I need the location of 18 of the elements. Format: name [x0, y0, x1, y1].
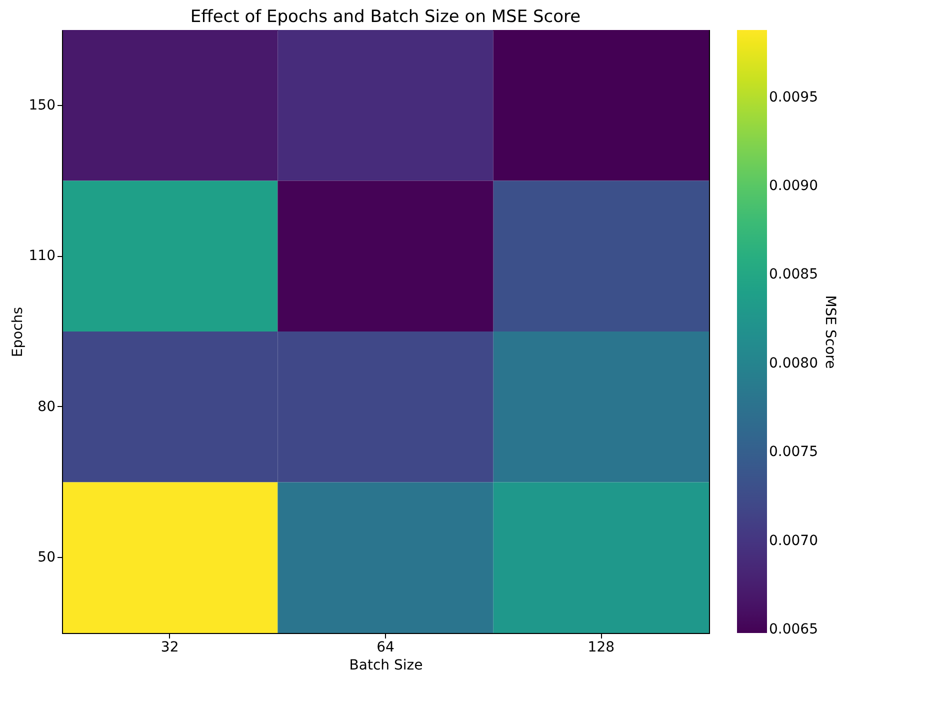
- color-bar-title: MSE Score: [822, 295, 838, 369]
- y-tick-label: 80: [38, 398, 56, 415]
- x-tick-label: 64: [376, 640, 394, 656]
- color-bar-label: 0.0070: [769, 532, 818, 549]
- chart-title: Effect of Epochs and Batch Size on MSE Score: [190, 7, 581, 27]
- x-tick-label: 32: [160, 640, 179, 656]
- color-bar-label: 0.0090: [769, 178, 818, 194]
- y-axis-title: Epochs: [10, 306, 26, 358]
- x-axis-title: Batch Size: [349, 658, 423, 674]
- color-bar-label: 0.0075: [769, 444, 818, 460]
- x-tick-label: 128: [588, 640, 615, 656]
- color-bar-label: 0.0095: [769, 89, 818, 106]
- y-tick-label: 110: [28, 248, 56, 264]
- y-tick-label: 50: [38, 550, 56, 566]
- color-bar-label: 0.0065: [769, 621, 818, 638]
- y-tick-label: 150: [28, 97, 56, 114]
- color-bar-label: 0.0085: [769, 266, 818, 283]
- color-bar-label: 0.0080: [769, 355, 818, 372]
